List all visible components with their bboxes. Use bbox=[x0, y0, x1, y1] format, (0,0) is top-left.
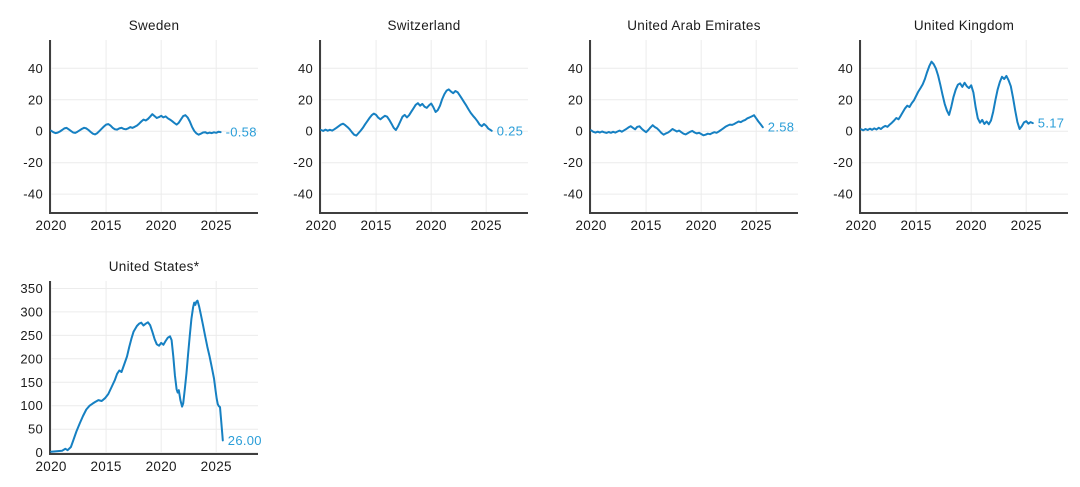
x-tick-label: 2025 bbox=[471, 218, 502, 233]
x-tick-label: 2025 bbox=[1011, 218, 1042, 233]
y-tick-label: 0 bbox=[845, 124, 853, 139]
y-tick-label: 300 bbox=[20, 304, 43, 319]
end-value-label: 0.25 bbox=[497, 123, 524, 138]
y-tick-label: -20 bbox=[563, 155, 583, 170]
y-tick-label: -40 bbox=[563, 187, 583, 202]
y-tick-label: 0 bbox=[305, 124, 313, 139]
x-tick-label: 2020 bbox=[845, 218, 876, 233]
end-value-label: -0.58 bbox=[226, 125, 257, 140]
chart-switzerland: Switzerland 40 20 0 -20 -40 2020 2015 2020 2025 0.… bbox=[270, 0, 540, 241]
y-tick-label: 40 bbox=[838, 61, 853, 76]
data-line bbox=[320, 88, 493, 137]
end-value-label: 26.00 bbox=[228, 433, 262, 448]
chart-title: United Arab Emirates bbox=[627, 18, 761, 33]
x-tick-label: 2020 bbox=[416, 218, 447, 233]
y-tick-label: 20 bbox=[568, 92, 583, 107]
x-tick-label: 2015 bbox=[90, 459, 121, 474]
chart-title: Sweden bbox=[129, 18, 180, 33]
x-tick-label: 2015 bbox=[360, 218, 391, 233]
data-line bbox=[860, 60, 1034, 132]
y-tick-label: 150 bbox=[20, 375, 43, 390]
x-tick-label: 2020 bbox=[956, 218, 987, 233]
y-tick-label: -20 bbox=[293, 155, 313, 170]
chart-canvas: United Kingdom 40 20 0 -20 -40 2020 2015 2020 202… bbox=[833, 18, 1068, 233]
x-tick-label: 2020 bbox=[146, 218, 177, 233]
y-tick-label: 200 bbox=[20, 351, 43, 366]
y-tick-label: 100 bbox=[20, 398, 43, 413]
y-tick-label: 50 bbox=[28, 422, 43, 437]
x-tick-label: 2020 bbox=[146, 459, 177, 474]
x-tick-label: 2015 bbox=[90, 218, 121, 233]
end-value-label: 2.58 bbox=[768, 120, 795, 135]
chart-canvas: Sweden 40 20 0 -20 -40 2020 2015 2020 2025 -0.58 bbox=[23, 18, 258, 233]
y-tick-label: -40 bbox=[293, 187, 313, 202]
chart-united-kingdom: United Kingdom 40 20 0 -20 -40 2020 2015 2020 202… bbox=[810, 0, 1080, 241]
x-tick-label: 2025 bbox=[201, 459, 232, 474]
chart-sweden: Sweden 40 20 0 -20 -40 2020 2015 2020 2025 -0.58 bbox=[0, 0, 270, 241]
y-tick-label: 20 bbox=[28, 92, 43, 107]
y-tick-label: -40 bbox=[23, 187, 43, 202]
x-tick-label: 2020 bbox=[575, 218, 606, 233]
x-tick-label: 2020 bbox=[305, 218, 336, 233]
x-tick-label: 2015 bbox=[630, 218, 661, 233]
y-tick-label: 40 bbox=[298, 61, 313, 76]
y-tick-label: -40 bbox=[833, 187, 853, 202]
x-tick-label: 2025 bbox=[741, 218, 772, 233]
x-tick-label: 2020 bbox=[35, 218, 66, 233]
chart-title: United Kingdom bbox=[914, 18, 1014, 33]
end-value-label: 5.17 bbox=[1038, 116, 1065, 131]
y-tick-label: 20 bbox=[838, 92, 853, 107]
data-line bbox=[50, 113, 222, 136]
y-tick-label: -20 bbox=[23, 155, 43, 170]
x-tick-label: 2020 bbox=[686, 218, 717, 233]
y-tick-label: 0 bbox=[35, 124, 43, 139]
y-tick-label: 40 bbox=[568, 61, 583, 76]
y-tick-label: 40 bbox=[28, 61, 43, 76]
chart-united-arab-emirates: United Arab Emirates 40 20 0 -20 -40 2020 2015 2… bbox=[540, 0, 810, 241]
chart-title: United States* bbox=[109, 259, 200, 274]
y-tick-label: 0 bbox=[35, 445, 43, 460]
y-tick-label: 250 bbox=[20, 328, 43, 343]
y-tick-label: 0 bbox=[575, 124, 583, 139]
y-tick-label: 350 bbox=[20, 281, 43, 296]
data-line bbox=[50, 299, 224, 453]
data-line bbox=[590, 114, 764, 137]
chart-canvas: United Arab Emirates 40 20 0 -20 -40 2020 2015 2… bbox=[563, 18, 798, 233]
x-tick-label: 2020 bbox=[35, 459, 66, 474]
chart-canvas: Switzerland 40 20 0 -20 -40 2020 2015 2020 2025 0.… bbox=[293, 18, 528, 233]
chart-united-states: United States* 350 300 250 200 150 100 50 0 2020 2… bbox=[0, 241, 270, 482]
chart-title: Switzerland bbox=[387, 18, 460, 33]
x-tick-label: 2025 bbox=[201, 218, 232, 233]
x-tick-label: 2015 bbox=[900, 218, 931, 233]
y-tick-label: -20 bbox=[833, 155, 853, 170]
y-tick-label: 20 bbox=[298, 92, 313, 107]
